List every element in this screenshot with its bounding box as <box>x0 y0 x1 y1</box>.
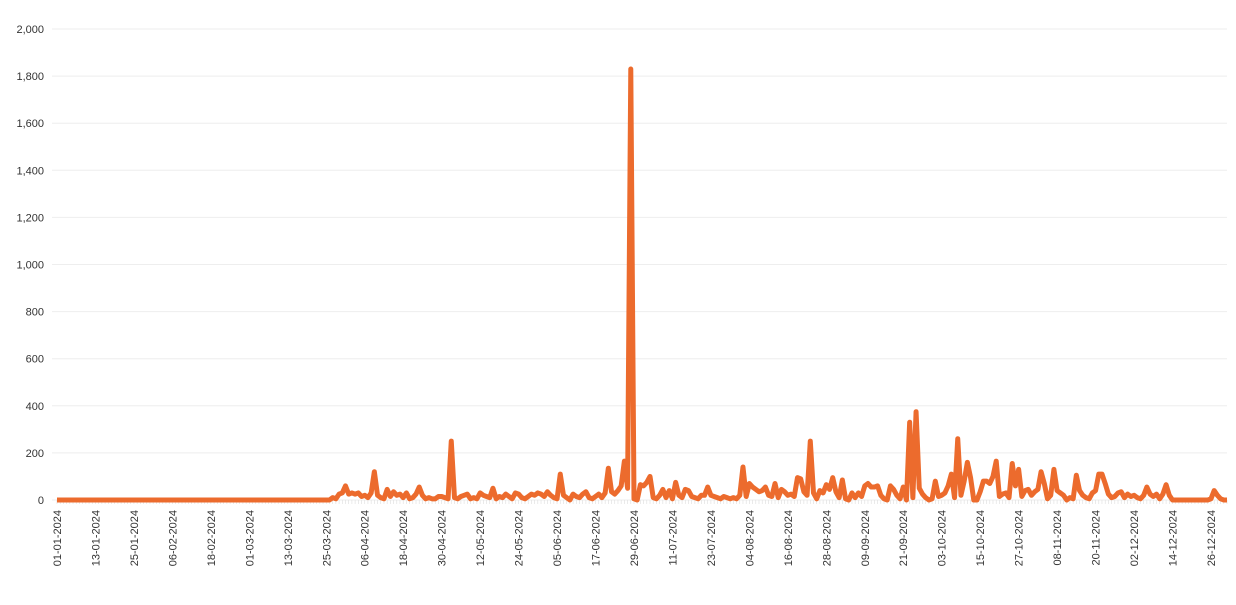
x-tick-label: 13-01-2024 <box>90 510 102 566</box>
x-tick-label: 01-03-2024 <box>244 510 256 566</box>
x-tick-label: 25-01-2024 <box>129 510 141 566</box>
x-tick-label: 21-09-2024 <box>898 510 910 566</box>
y-tick-label: 1,200 <box>16 212 44 224</box>
x-tick-label: 27-10-2024 <box>1014 510 1026 566</box>
y-tick-label: 600 <box>26 354 44 366</box>
x-tick-label: 16-08-2024 <box>783 510 795 566</box>
y-tick-label: 1,400 <box>16 165 44 177</box>
x-tick-label: 28-08-2024 <box>821 510 833 566</box>
x-tick-label: 09-09-2024 <box>860 510 872 566</box>
y-tick-label: 1,000 <box>16 260 44 272</box>
x-tick-label: 24-05-2024 <box>514 510 526 566</box>
x-tick-label: 20-11-2024 <box>1091 510 1103 565</box>
y-tick-label: 0 <box>38 495 44 507</box>
x-tick-label: 30-04-2024 <box>437 510 449 566</box>
x-tick-label: 12-05-2024 <box>475 510 487 566</box>
y-tick-label: 200 <box>26 448 44 460</box>
x-tick-label: 18-02-2024 <box>206 510 218 566</box>
x-tick-label: 11-07-2024 <box>667 510 679 565</box>
x-tick-label: 04-08-2024 <box>744 510 756 566</box>
y-tick-label: 800 <box>26 307 44 319</box>
y-tick-label: 1,600 <box>16 118 44 130</box>
x-tick-label: 06-02-2024 <box>167 510 179 566</box>
x-tick-label: 06-04-2024 <box>360 510 372 566</box>
y-tick-label: 1,800 <box>16 71 44 83</box>
x-tick-label: 13-03-2024 <box>283 510 295 566</box>
x-tick-label: 25-03-2024 <box>321 510 333 566</box>
x-tick-label: 03-10-2024 <box>937 510 949 566</box>
x-tick-label: 08-11-2024 <box>1052 510 1064 565</box>
y-tick-label: 400 <box>26 401 44 413</box>
x-tick-label: 29-06-2024 <box>629 510 641 566</box>
data-line <box>57 66 1227 503</box>
x-tick-label: 26-12-2024 <box>1206 510 1218 566</box>
x-tick-label: 02-12-2024 <box>1129 510 1141 566</box>
y-tick-label: 2,000 <box>16 24 44 36</box>
x-tick-label: 23-07-2024 <box>706 510 718 566</box>
x-tick-label: 18-04-2024 <box>398 510 410 566</box>
x-tick-label: 15-10-2024 <box>975 510 987 566</box>
x-tick-label: 01-01-2024 <box>52 510 64 566</box>
x-tick-label: 05-06-2024 <box>552 510 564 566</box>
x-tick-label: 14-12-2024 <box>1168 510 1180 566</box>
x-tick-label: 17-06-2024 <box>591 510 603 566</box>
